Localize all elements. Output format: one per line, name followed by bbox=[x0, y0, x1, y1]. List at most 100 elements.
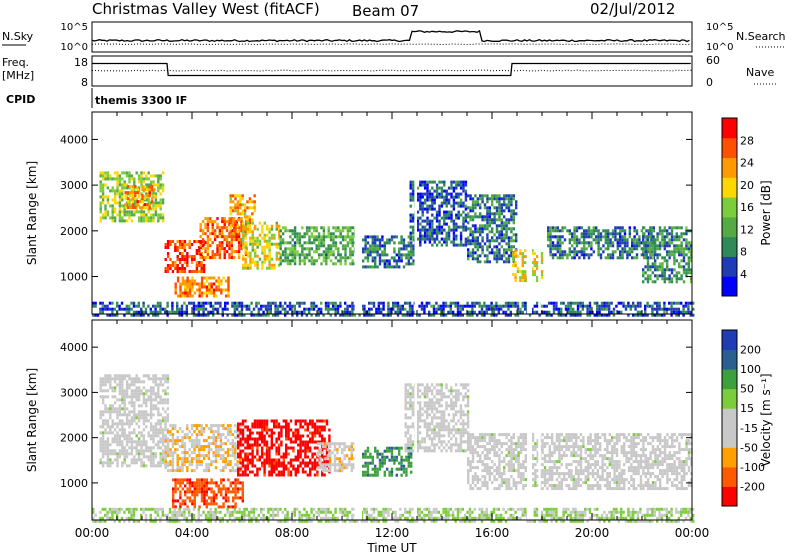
echo-cell bbox=[140, 180, 143, 184]
echo-cell bbox=[223, 226, 226, 230]
echo-cell bbox=[318, 428, 321, 432]
echo-cell bbox=[351, 310, 354, 314]
echo-cell bbox=[609, 238, 612, 242]
echo-cell bbox=[457, 204, 460, 208]
echo-cell bbox=[193, 502, 196, 506]
echo-cell bbox=[157, 189, 160, 193]
echo-cell bbox=[176, 454, 179, 458]
echo-cell bbox=[493, 215, 496, 219]
echo-cell bbox=[633, 241, 636, 245]
echo-cell bbox=[282, 470, 285, 474]
echo-cell bbox=[473, 310, 476, 314]
echo-cell bbox=[123, 313, 126, 317]
echo-cell bbox=[154, 192, 158, 196]
echo-cell bbox=[376, 244, 379, 248]
echo-cell bbox=[471, 215, 475, 219]
echo-cell bbox=[157, 216, 160, 220]
echo-cell bbox=[265, 461, 269, 465]
echo-cell bbox=[183, 445, 187, 449]
echo-cell bbox=[388, 259, 391, 263]
echo-cell bbox=[246, 452, 249, 456]
echo-cell bbox=[268, 449, 271, 453]
echo-cell bbox=[137, 210, 141, 214]
echo-cell bbox=[198, 240, 201, 243]
echo-cell bbox=[142, 434, 146, 438]
echo-cell bbox=[421, 195, 424, 199]
echo-cell bbox=[179, 291, 182, 295]
echo-cell bbox=[146, 194, 149, 198]
echo-cell bbox=[423, 237, 427, 241]
echo-cell bbox=[101, 443, 105, 447]
echo-cell bbox=[431, 213, 434, 217]
echo-cell bbox=[104, 383, 107, 387]
echo-cell bbox=[178, 457, 182, 461]
echo-cell bbox=[411, 189, 415, 193]
echo-cell bbox=[578, 238, 581, 242]
echo-cell bbox=[402, 265, 406, 269]
echo-cell bbox=[157, 213, 160, 217]
echo-cell bbox=[237, 428, 240, 432]
echo-cell bbox=[443, 222, 446, 226]
echo-cell bbox=[186, 424, 189, 428]
echo-cell bbox=[106, 431, 110, 435]
echo-cell bbox=[428, 192, 432, 196]
echo-cell bbox=[109, 189, 112, 193]
echo-cell bbox=[322, 235, 326, 239]
echo-cell bbox=[599, 253, 603, 257]
echo-cell bbox=[452, 237, 456, 241]
echo-cell bbox=[654, 253, 657, 257]
echo-cell bbox=[190, 469, 194, 473]
echo-cell bbox=[313, 229, 316, 233]
echo-cell bbox=[339, 301, 342, 305]
echo-cell bbox=[593, 313, 596, 317]
echo-cell bbox=[327, 253, 330, 257]
echo-cell bbox=[568, 241, 571, 245]
echo-cell bbox=[462, 180, 465, 184]
echo-cell bbox=[389, 313, 392, 317]
echo-cell bbox=[644, 235, 647, 239]
echo-cell bbox=[135, 446, 138, 450]
echo-cell bbox=[396, 310, 400, 314]
echo-cell bbox=[106, 213, 110, 217]
echo-cell bbox=[575, 253, 579, 257]
echo-cell bbox=[254, 248, 257, 252]
echo-cell bbox=[174, 487, 177, 491]
echo-cell bbox=[388, 241, 391, 245]
echo-cell bbox=[109, 449, 112, 453]
echo-cell bbox=[223, 238, 226, 242]
echo-cell bbox=[169, 460, 172, 464]
echo-cell bbox=[510, 212, 513, 216]
echo-cell bbox=[239, 431, 242, 435]
echo-cell bbox=[423, 201, 427, 205]
echo-cell bbox=[301, 458, 305, 462]
echo-cell bbox=[268, 227, 271, 231]
echo-cell bbox=[682, 238, 686, 242]
echo-cell bbox=[236, 436, 239, 440]
echo-cell bbox=[578, 256, 581, 260]
echo-cell bbox=[193, 424, 196, 428]
echo-cell bbox=[137, 186, 141, 190]
echo-cell bbox=[216, 244, 219, 248]
echo-cell bbox=[159, 425, 162, 429]
echo-cell bbox=[337, 226, 340, 230]
echo-cell bbox=[675, 301, 678, 305]
echo-cell bbox=[118, 422, 122, 426]
echo-cell bbox=[495, 307, 498, 311]
echo-cell bbox=[106, 304, 109, 308]
echo-cell bbox=[316, 461, 319, 465]
echo-cell bbox=[611, 229, 615, 233]
echo-cell bbox=[587, 235, 591, 239]
echo-cell bbox=[154, 377, 158, 381]
echo-cell bbox=[455, 213, 458, 217]
echo-cell bbox=[181, 451, 184, 455]
echo-cell bbox=[573, 232, 576, 236]
echo-cell bbox=[193, 282, 197, 286]
echo-cell bbox=[341, 247, 345, 251]
echo-cell bbox=[509, 313, 512, 317]
echo-cell bbox=[121, 386, 124, 390]
echo-cell bbox=[289, 247, 292, 251]
echo-cell bbox=[159, 419, 162, 423]
echo-cell bbox=[152, 386, 155, 390]
echo-cell bbox=[452, 234, 456, 238]
echo-cell bbox=[445, 210, 448, 214]
